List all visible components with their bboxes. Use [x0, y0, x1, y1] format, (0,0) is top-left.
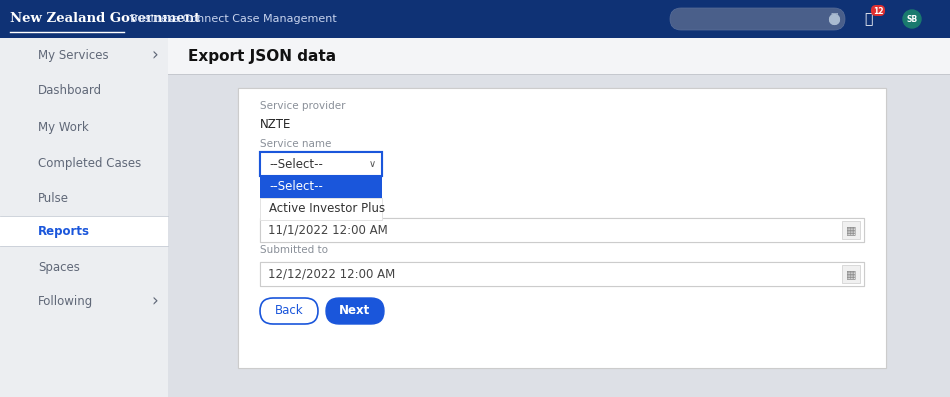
Text: Service provider: Service provider — [260, 101, 346, 111]
Text: My Work: My Work — [38, 121, 88, 133]
Text: Export JSON data: Export JSON data — [188, 48, 336, 64]
Text: ▦: ▦ — [846, 225, 856, 235]
Bar — [260, 198, 382, 220]
Bar — [168, 38, 950, 74]
Text: New Zealand Government: New Zealand Government — [10, 12, 200, 25]
FancyBboxPatch shape — [260, 298, 318, 324]
Text: ›: › — [152, 46, 159, 64]
Bar — [0, 0, 950, 38]
Bar — [842, 265, 860, 283]
Text: Back: Back — [275, 304, 303, 318]
Text: Business Connect Case Management: Business Connect Case Management — [130, 14, 336, 24]
Text: ∨: ∨ — [369, 159, 375, 169]
Bar — [260, 218, 864, 242]
Text: Spaces: Spaces — [38, 260, 80, 274]
Bar — [842, 221, 860, 239]
Text: Submitted to: Submitted to — [260, 245, 328, 255]
Text: SB: SB — [906, 15, 918, 23]
Text: My Services: My Services — [38, 48, 108, 62]
Bar — [260, 152, 382, 176]
FancyBboxPatch shape — [871, 5, 885, 16]
Text: --Select--: --Select-- — [269, 158, 323, 170]
Bar — [0, 216, 168, 246]
Text: ›: › — [152, 292, 159, 310]
Text: Service name: Service name — [260, 139, 332, 149]
Text: Following: Following — [38, 295, 93, 308]
Text: 🔔: 🔔 — [864, 12, 872, 26]
Text: Reports: Reports — [38, 224, 90, 237]
Bar — [238, 88, 886, 368]
Text: Dashboard: Dashboard — [38, 85, 103, 98]
Bar — [238, 88, 886, 368]
Text: Completed Cases: Completed Cases — [38, 156, 142, 170]
FancyBboxPatch shape — [670, 8, 845, 30]
Bar — [260, 262, 864, 286]
Text: 11/1/2022 12:00 AM: 11/1/2022 12:00 AM — [268, 224, 388, 237]
FancyBboxPatch shape — [326, 298, 384, 324]
Text: Next: Next — [339, 304, 370, 318]
Text: NZTE: NZTE — [260, 118, 292, 131]
Circle shape — [903, 10, 921, 28]
Text: --Select--: --Select-- — [269, 181, 323, 193]
Bar — [260, 262, 864, 286]
Text: ▦: ▦ — [846, 269, 856, 279]
Bar — [168, 38, 950, 397]
Text: ⌕: ⌕ — [830, 12, 838, 25]
Bar — [260, 198, 382, 220]
Text: 12: 12 — [873, 6, 884, 15]
Text: 12/12/2022 12:00 AM: 12/12/2022 12:00 AM — [268, 268, 395, 281]
Bar — [260, 152, 382, 176]
Bar — [260, 176, 382, 198]
Bar — [260, 218, 864, 242]
Bar — [0, 38, 168, 397]
Text: Pulse: Pulse — [38, 193, 69, 206]
Text: Active Investor Plus: Active Investor Plus — [269, 202, 385, 216]
